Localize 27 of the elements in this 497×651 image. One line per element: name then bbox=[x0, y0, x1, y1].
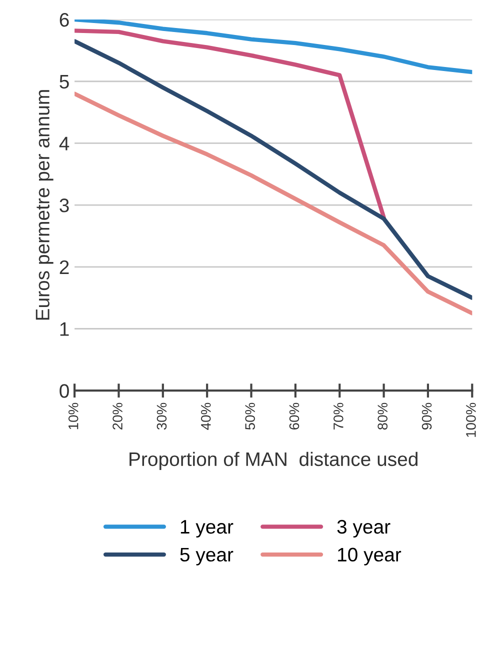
x-tick-label: 10% bbox=[68, 402, 78, 430]
legend-label: 1 year bbox=[180, 520, 234, 538]
x-axis-title: Proportion of MAN distance used bbox=[130, 452, 418, 470]
line-series bbox=[74, 20, 472, 74]
y-tick-label: 4 bbox=[59, 136, 70, 150]
x-tick-label: 90% bbox=[422, 402, 432, 430]
line-series bbox=[74, 92, 472, 316]
legend-label: 3 year bbox=[337, 520, 390, 538]
y-tick-label: 2 bbox=[60, 260, 69, 274]
line-series bbox=[74, 39, 472, 300]
x-tick-label: 40% bbox=[200, 402, 211, 430]
legend-label: 10 year bbox=[338, 548, 402, 566]
y-tick-label: 3 bbox=[60, 198, 69, 212]
y-tick-label: 5 bbox=[60, 75, 69, 89]
y-tick-label: 6 bbox=[60, 13, 69, 27]
y-tick-label: 1 bbox=[60, 322, 69, 336]
x-tick-label: 50% bbox=[245, 402, 255, 430]
x-tick-label: 100% bbox=[466, 402, 476, 437]
legend-label: 5 year bbox=[180, 548, 234, 566]
x-tick-label: 80% bbox=[378, 402, 388, 430]
x-tick-label: 20% bbox=[112, 402, 122, 430]
x-tick-label: 30% bbox=[156, 402, 167, 430]
x-tick-label: 60% bbox=[289, 402, 300, 430]
y-axis-title: Euros permetre per annum bbox=[36, 90, 54, 320]
y-tick-label: 0 bbox=[60, 384, 69, 398]
x-tick-label: 70% bbox=[334, 402, 344, 430]
line-series bbox=[74, 28, 386, 220]
